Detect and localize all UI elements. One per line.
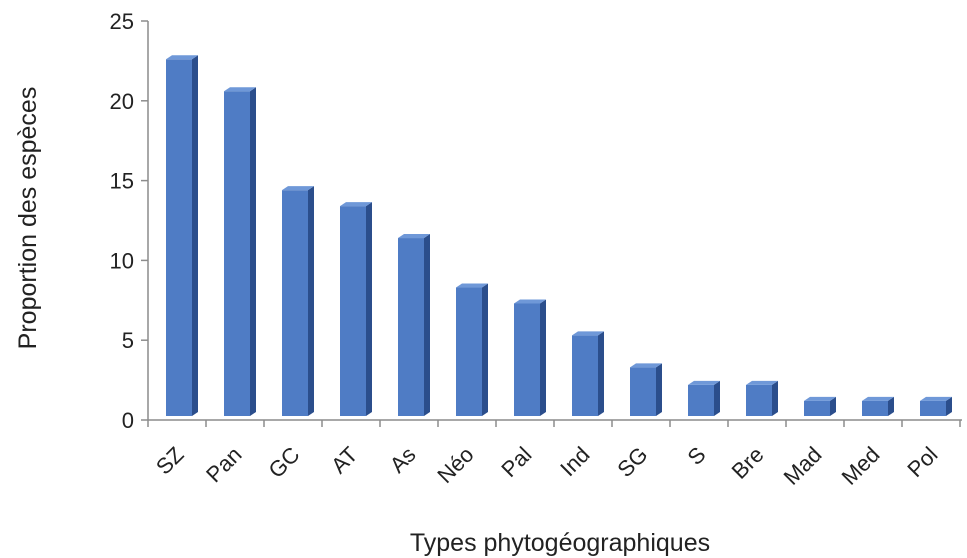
bar (166, 55, 198, 416)
bar-front (920, 400, 946, 416)
bar (224, 87, 256, 416)
x-tick-label: Mad (779, 442, 827, 490)
bar (282, 186, 314, 416)
bar (572, 331, 604, 416)
bar-side (192, 55, 198, 416)
bar-side (308, 186, 314, 416)
bar-side (366, 202, 372, 416)
y-tick-label: 25 (110, 9, 134, 34)
bar-top (282, 186, 314, 191)
bar-side (772, 380, 778, 416)
y-axis-title: Proportion des espèces (14, 87, 42, 350)
bar-side (598, 331, 604, 416)
bar-side (250, 87, 256, 416)
y-tick-label: 5 (122, 328, 134, 353)
x-axis (147, 419, 962, 427)
bar (340, 202, 372, 416)
y-axis: 0 5 10 15 20 25 (110, 9, 149, 433)
bar (746, 380, 778, 416)
x-tick-label: GC (264, 442, 305, 483)
x-tick-label: Med (837, 442, 885, 490)
bar-front (166, 59, 192, 416)
bar-top (340, 202, 372, 207)
bar-side (424, 234, 430, 416)
bar-front (688, 384, 714, 416)
bar-side (656, 363, 662, 416)
bar-side (714, 380, 720, 416)
x-tick-label: Ind (555, 442, 594, 481)
bar-top (862, 396, 894, 401)
bar-front (398, 238, 424, 416)
bar-side (946, 396, 952, 416)
bar (630, 363, 662, 416)
bar-front (340, 206, 366, 416)
bar (456, 283, 488, 416)
bar-front (456, 287, 482, 416)
bar-front (282, 190, 308, 416)
bar-side (482, 283, 488, 416)
bar-front (862, 400, 888, 416)
bar-top (166, 55, 198, 60)
x-tick-labels: SZ Pan GC AT As Néo Pal Ind SG S Bre Mad Med Pol (151, 442, 943, 490)
bar (398, 234, 430, 416)
bar-top (514, 299, 546, 304)
x-tick-label: Pol (902, 442, 942, 482)
bar-side (540, 299, 546, 416)
y-tick-label: 15 (110, 169, 134, 194)
bar-front (224, 91, 250, 416)
bar-front (746, 384, 772, 416)
bar-top (688, 380, 720, 385)
bar-front (804, 400, 830, 416)
x-axis-title: Types phytogéographiques (410, 529, 710, 557)
bar-top (224, 87, 256, 92)
bar (920, 396, 952, 416)
x-tick-label: S (682, 442, 710, 470)
bar-side (830, 396, 836, 416)
bar-top (804, 396, 836, 401)
x-tick-label: Bre (727, 442, 769, 484)
y-tick-label: 0 (122, 408, 134, 433)
bar-top (630, 363, 662, 368)
bar-top (746, 380, 778, 385)
bar (862, 396, 894, 416)
x-tick-label: Néo (432, 442, 478, 488)
x-tick-label: SZ (151, 442, 189, 480)
x-tick-label: Pal (496, 442, 536, 482)
bar (804, 396, 836, 416)
y-tick-label: 10 (110, 248, 134, 273)
bar (514, 299, 546, 416)
bars (166, 55, 952, 416)
bar-front (630, 367, 656, 416)
bar (688, 380, 720, 416)
bar-front (514, 303, 540, 416)
x-tick-label: Pan (201, 442, 246, 487)
bar-side (888, 396, 894, 416)
x-tick-label: As (385, 442, 421, 478)
bar-top (398, 234, 430, 239)
bar-top (920, 396, 952, 401)
x-tick-label: AT (326, 442, 362, 478)
y-tick-label: 20 (110, 89, 134, 114)
bar-top (456, 283, 488, 288)
x-tick-label: SG (612, 442, 652, 482)
bar-top (572, 331, 604, 336)
bar-front (572, 335, 598, 416)
